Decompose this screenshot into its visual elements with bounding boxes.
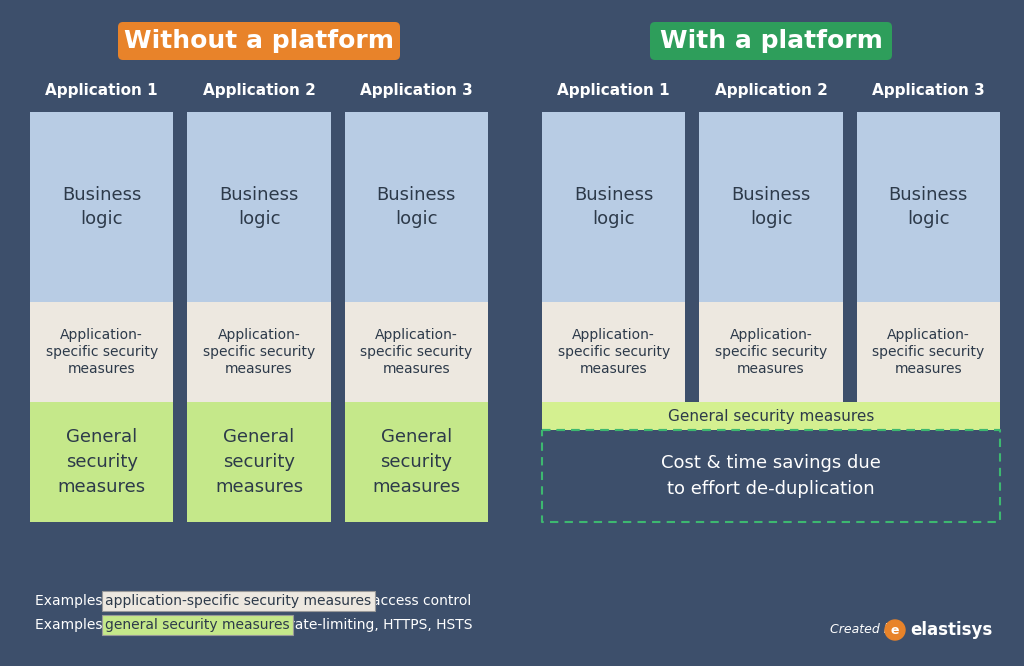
Text: Without a platform: Without a platform xyxy=(124,29,394,53)
Text: Business
logic: Business logic xyxy=(62,186,141,228)
Bar xyxy=(542,402,1000,430)
Bar xyxy=(699,302,843,402)
Text: Business
logic: Business logic xyxy=(731,186,811,228)
Text: Application-
specific security
measures: Application- specific security measures xyxy=(203,328,315,376)
Text: General security measures: General security measures xyxy=(668,408,874,424)
Text: Application 1: Application 1 xyxy=(45,83,158,97)
Text: General
security
measures: General security measures xyxy=(215,428,303,496)
Bar xyxy=(187,402,331,522)
Text: Business
logic: Business logic xyxy=(219,186,299,228)
Bar xyxy=(345,302,488,402)
FancyBboxPatch shape xyxy=(118,22,400,60)
Bar xyxy=(30,112,173,522)
Bar xyxy=(187,112,331,522)
FancyBboxPatch shape xyxy=(650,22,892,60)
Bar xyxy=(345,112,488,522)
Text: Application 1: Application 1 xyxy=(557,83,670,97)
Text: : access control: : access control xyxy=(362,594,471,608)
Text: Business
logic: Business logic xyxy=(574,186,653,228)
Text: General
security
measures: General security measures xyxy=(373,428,461,496)
Text: Examples of: Examples of xyxy=(35,618,125,632)
Bar xyxy=(699,112,843,402)
Text: Application-
specific security
measures: Application- specific security measures xyxy=(45,328,158,376)
Text: Application 2: Application 2 xyxy=(203,83,315,97)
Bar xyxy=(542,430,1000,522)
Text: Business
logic: Business logic xyxy=(889,186,968,228)
Bar xyxy=(30,402,173,522)
Text: Application-
specific security
measures: Application- specific security measures xyxy=(360,328,472,376)
Text: General
security
measures: General security measures xyxy=(57,428,145,496)
Circle shape xyxy=(885,620,905,640)
Bar xyxy=(857,112,1000,402)
Text: Application 3: Application 3 xyxy=(360,83,473,97)
Text: Cost & time savings due
to effort de-duplication: Cost & time savings due to effort de-dup… xyxy=(662,454,881,498)
Text: application-specific security measures: application-specific security measures xyxy=(105,594,371,608)
Bar xyxy=(345,402,488,522)
Text: elastisys: elastisys xyxy=(910,621,992,639)
Bar xyxy=(187,302,331,402)
Bar xyxy=(30,302,173,402)
Text: Business
logic: Business logic xyxy=(377,186,456,228)
Text: Application 2: Application 2 xyxy=(715,83,827,97)
Text: Application-
specific security
measures: Application- specific security measures xyxy=(715,328,827,376)
Text: Created by: Created by xyxy=(830,623,899,637)
Text: e: e xyxy=(891,624,899,637)
Text: general security measures: general security measures xyxy=(105,618,290,632)
Text: Application-
specific security
measures: Application- specific security measures xyxy=(557,328,670,376)
Bar xyxy=(542,112,685,402)
Text: Application-
specific security
measures: Application- specific security measures xyxy=(872,328,984,376)
Bar xyxy=(857,302,1000,402)
Bar xyxy=(542,302,685,402)
Text: : rate-limiting, HTTPS, HSTS: : rate-limiting, HTTPS, HSTS xyxy=(280,618,472,632)
Text: Application 3: Application 3 xyxy=(872,83,985,97)
Text: With a platform: With a platform xyxy=(659,29,883,53)
Text: Examples of: Examples of xyxy=(35,594,125,608)
